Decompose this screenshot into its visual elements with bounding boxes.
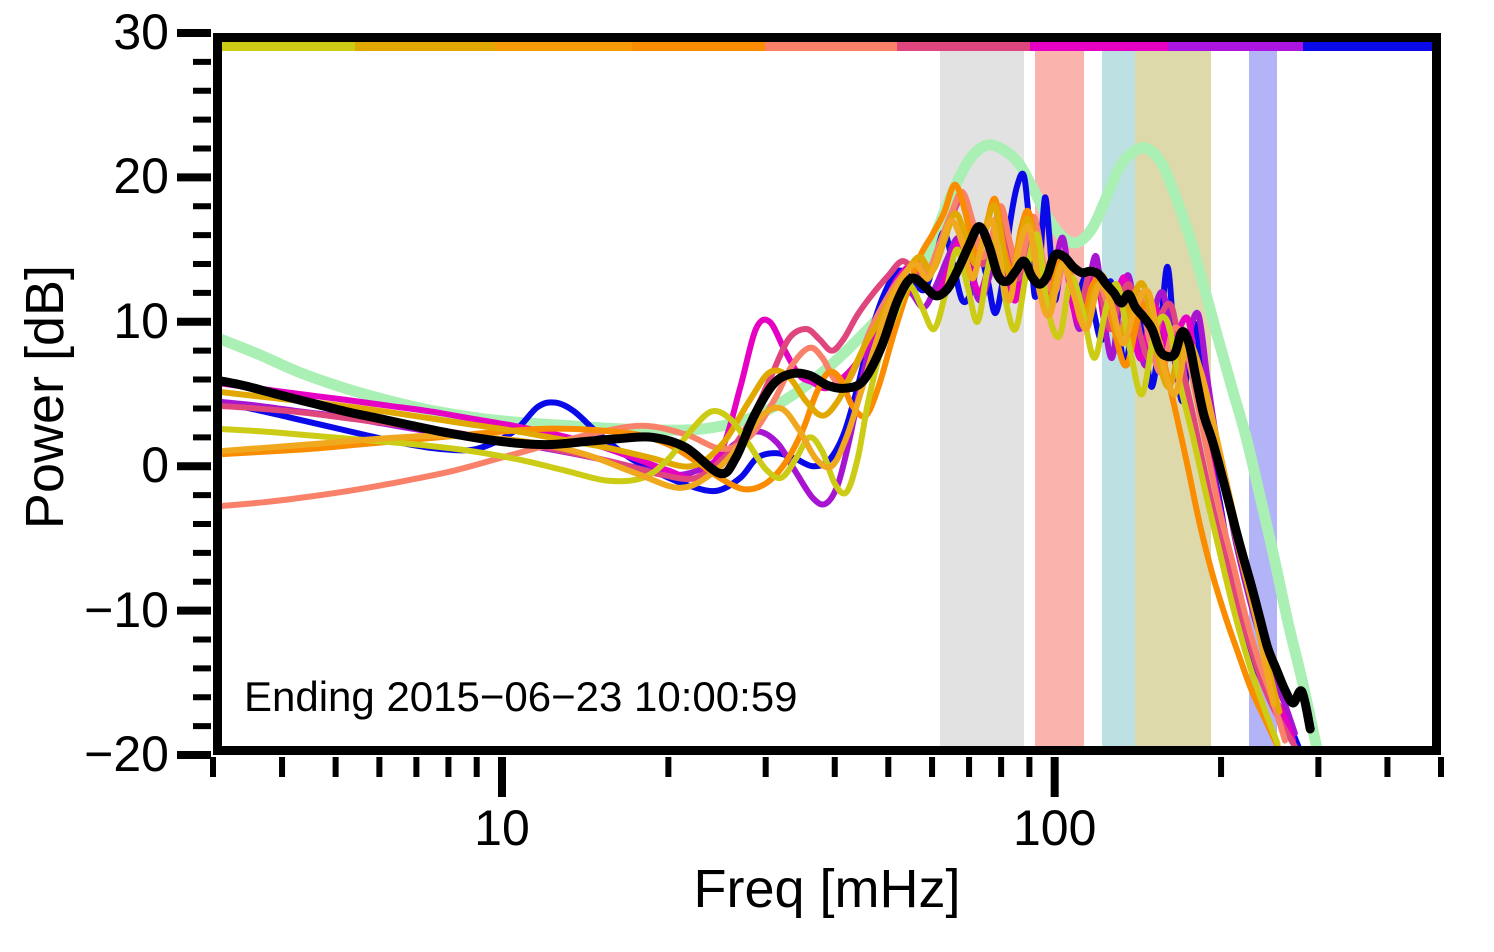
band-salmon bbox=[1034, 51, 1084, 750]
series-lines-group bbox=[213, 139, 1323, 754]
colorbar-segment-7 bbox=[1168, 38, 1303, 51]
y-axis-label: Power [dB] bbox=[15, 264, 75, 530]
colorbar-segment-0 bbox=[213, 38, 355, 51]
y-tick-label--20: −20 bbox=[84, 726, 169, 782]
colorbar-segment-6 bbox=[1030, 38, 1168, 51]
colorbar-segment-1 bbox=[355, 38, 495, 51]
y-tick-label--10: −10 bbox=[84, 581, 169, 638]
x-tick-label-100: 100 bbox=[1012, 800, 1097, 856]
colorbar-segment-8 bbox=[1303, 38, 1441, 51]
y-tick-label-10: 10 bbox=[113, 292, 169, 349]
colorbar-segment-2 bbox=[495, 38, 632, 51]
colorbar-segment-3 bbox=[632, 38, 765, 51]
plot-area bbox=[213, 33, 1441, 755]
colorbar-segment-5 bbox=[897, 38, 1030, 51]
series-channel-salmon bbox=[213, 188, 1288, 744]
y-tick-label-0: 0 bbox=[141, 437, 169, 494]
y-tick-label-20: 20 bbox=[113, 148, 169, 205]
series-channel-orange-a bbox=[213, 181, 1282, 751]
timestamp-annotation: Ending 2015−06−23 10:00:59 bbox=[244, 673, 798, 720]
y-tick-label-30: 30 bbox=[113, 4, 169, 60]
x-tick-label-10: 10 bbox=[474, 800, 530, 856]
series-mean-spectrum bbox=[213, 222, 1315, 734]
colorbar-segment-4 bbox=[765, 38, 897, 51]
band-gray bbox=[939, 51, 1024, 750]
x-axis-label: Freq [mHz] bbox=[693, 859, 961, 919]
series-channel-olive bbox=[213, 231, 1281, 747]
series-trend-smooth bbox=[213, 139, 1323, 754]
colorbar bbox=[213, 38, 1441, 51]
